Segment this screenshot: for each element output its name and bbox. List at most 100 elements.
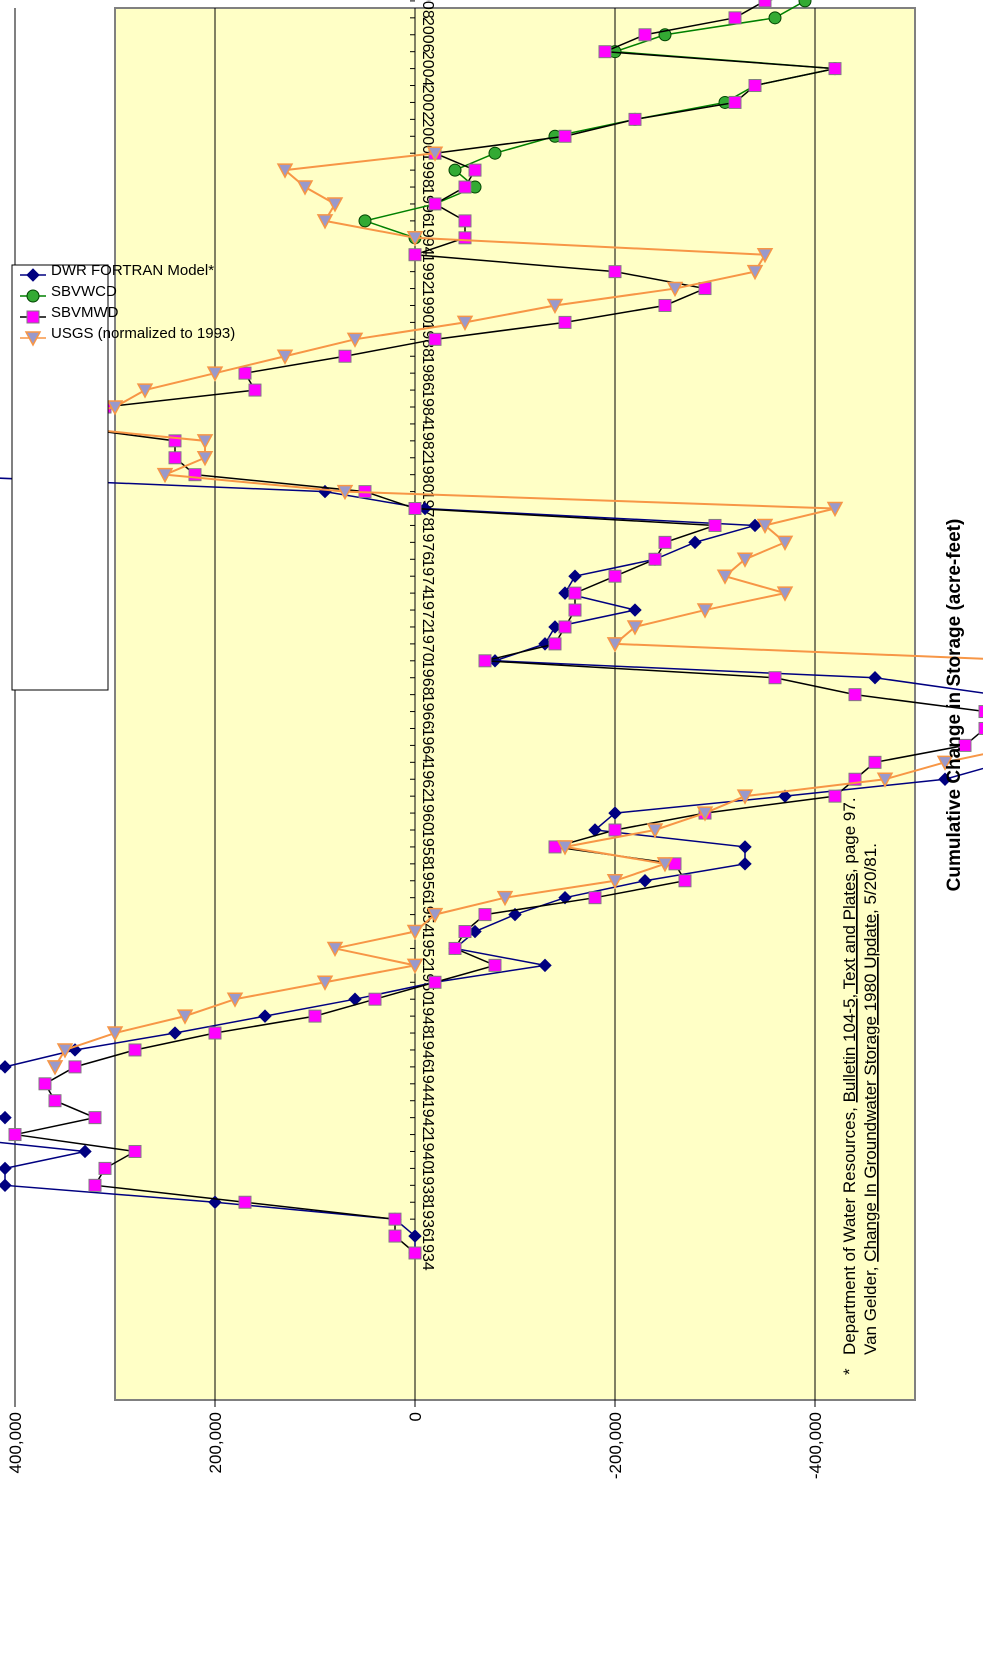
data-point [728,95,742,109]
data-point [428,197,442,211]
x-tick-label: 1992 [419,254,436,290]
data-point [748,79,762,93]
data-point [558,315,572,329]
data-point [448,163,462,177]
series-3 [26,146,983,1076]
data-point [68,1060,82,1074]
data-point [558,620,572,634]
data-point [608,265,622,279]
x-tick-label: 2002 [419,85,436,121]
data-point [48,1094,62,1108]
legend-label: SBVWCD [51,283,117,300]
data-point [658,535,672,549]
data-point [248,383,262,397]
data-point [756,518,774,535]
x-tick-label: 1996 [419,186,436,222]
footnote-line-1-prefix: Department of Water Resources, [840,1102,859,1355]
data-point [758,0,772,8]
data-point [606,637,624,653]
x-tick-label: 1990 [419,288,436,324]
data-point [128,1144,142,1158]
data-point [168,1026,182,1040]
data-point [106,400,124,416]
data-point [346,332,364,348]
data-point [458,214,472,228]
data-point [156,467,174,484]
x-tick-label: 1946 [419,1032,436,1068]
x-tick-label: 1962 [419,761,436,797]
data-point [568,586,582,600]
data-point [258,1009,272,1023]
footnote-line-1-suffix: , page 97. [840,797,859,873]
data-point [8,1128,22,1142]
data-point [558,129,572,143]
data-point [768,11,782,25]
footnote-line-2-prefix: Van Gelder, [861,1262,880,1355]
data-point [316,214,334,230]
x-tick-label: 1950 [419,964,436,1000]
data-point [538,958,552,973]
data-point [568,569,582,583]
data-point [478,908,492,922]
x-tick-label: 1944 [419,1066,436,1102]
data-point [408,1229,422,1243]
data-point [698,282,712,296]
data-point [606,874,624,890]
data-point [978,705,983,719]
data-point [656,857,674,873]
data-point [978,721,983,735]
data-point [426,907,444,924]
y-axis: 600,000400,000200,0000-200,000-400,000-6… [6,1400,825,1479]
data-point [458,925,472,939]
x-tick-label: 1970 [419,626,436,662]
x-tick-label: 1966 [419,694,436,730]
data-point [0,1060,12,1074]
x-axis: 1934193619381940194219441946194819501952… [410,0,436,1271]
data-point [628,112,642,126]
y-tick-label: -400,000 [806,1412,825,1479]
x-tick-label: 1974 [419,558,436,594]
x-tick-label: 2008 [419,0,436,19]
data-point [608,806,622,820]
data-point [426,146,444,162]
data-point [728,11,742,25]
data-point [936,755,954,771]
data-point [588,823,602,837]
legend: DWR FORTRAN Model* SBVWCD SBVMWD USGS (norm… [11,262,235,691]
footnote-line-1: Department of Water Resources, Bulletin … [840,797,859,1355]
data-point [196,434,214,450]
x-tick-label: 1934 [419,1235,436,1271]
legend-item: USGS (normalized to 1993) [20,325,235,347]
data-point [736,552,754,568]
y-tick-label: 400,000 [6,1412,25,1473]
data-point [608,823,622,837]
x-tick-label: 1938 [419,1168,436,1204]
data-point [678,874,692,888]
data-point [738,840,752,854]
x-tick-label: 2006 [419,17,436,53]
data-point [488,146,502,160]
data-point [488,958,502,972]
x-tick-label: 1940 [419,1134,436,1170]
data-point [24,331,42,347]
data-point [496,890,514,907]
x-tick-label: 1968 [419,660,436,696]
data-point [196,451,214,467]
footnote: * Department of Water Resources, Bulletin… [840,797,880,1375]
data-point [26,268,40,282]
data-point [688,535,702,550]
x-tick-label: 1988 [419,322,436,358]
data-point [316,975,334,991]
x-tick-label: 1942 [419,1100,436,1136]
data-point [958,738,972,752]
data-point [556,840,574,856]
data-point [406,958,424,974]
legend-item: DWR FORTRAN Model* [20,262,214,282]
data-point [708,518,722,532]
footnote-line-2-suffix: , 5/20/81. [861,843,880,914]
data-point [546,298,564,315]
data-point [226,992,244,1008]
x-tick-label: 1936 [419,1201,436,1237]
legend-item: SBVMWD [20,304,119,324]
data-point [738,857,752,871]
